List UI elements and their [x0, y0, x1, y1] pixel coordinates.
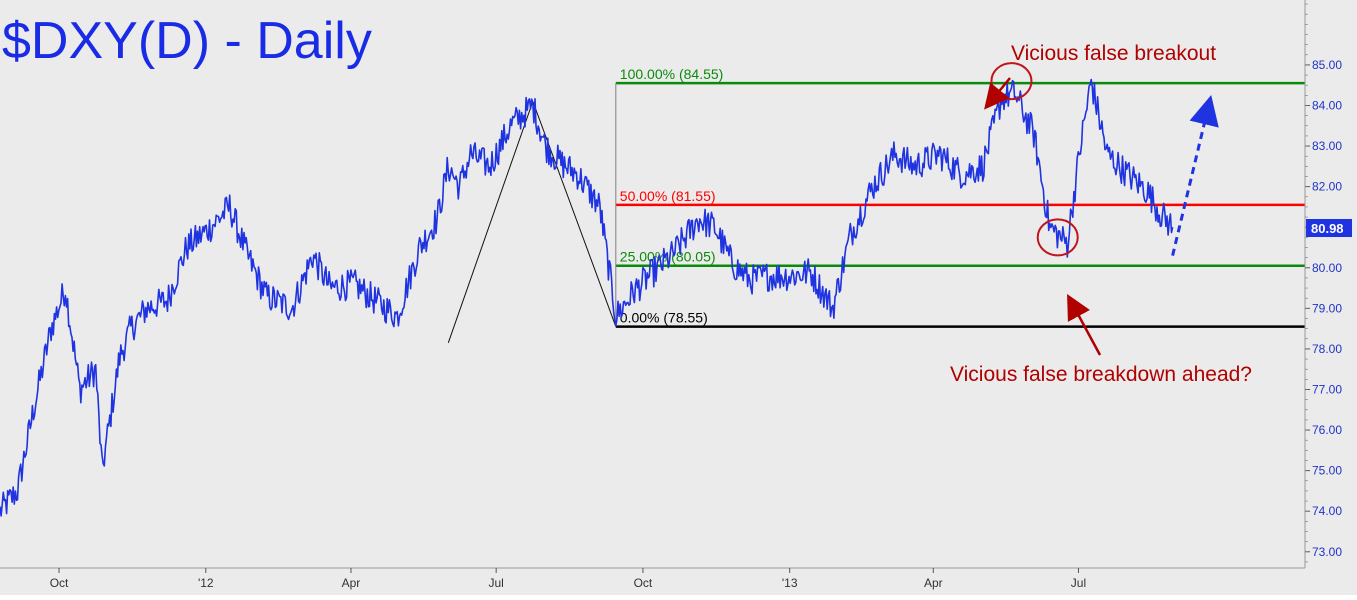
y-tick-label: 79.00: [1312, 301, 1342, 315]
trend-line: [447, 101, 534, 343]
y-tick-label: 80.00: [1312, 261, 1342, 275]
chart-title: $DXY(D) - Daily: [2, 12, 372, 70]
trend-line: [532, 101, 617, 327]
x-tick-label: Apr: [924, 576, 943, 590]
x-tick-label: '12: [198, 576, 214, 590]
y-tick-label: 73.00: [1312, 545, 1342, 559]
y-tick-label: 75.00: [1312, 464, 1342, 478]
y-tick-label: 77.00: [1312, 382, 1342, 396]
fib-level-label: 0.00% (78.55): [620, 310, 708, 326]
price-series-line: [0, 78, 1174, 517]
breakdown-arrow: [1067, 294, 1102, 356]
fib-level-label: 100.00% (84.55): [620, 66, 724, 82]
y-tick-label: 84.00: [1312, 98, 1342, 112]
y-tick-label: 82.00: [1312, 180, 1342, 194]
highlight-circle: [990, 62, 1033, 101]
last-price-label: 80.98: [1311, 221, 1344, 236]
x-tick-label: Jul: [1071, 576, 1086, 590]
y-tick-label: 85.00: [1312, 58, 1342, 72]
annotation-false-breakout: Vicious false breakout: [1011, 42, 1216, 65]
last-price-box: [1306, 219, 1352, 238]
y-tick-label: 83.00: [1312, 139, 1342, 153]
breakout-arrow: [984, 77, 1011, 110]
x-tick-label: Jul: [488, 576, 503, 590]
x-tick-label: Oct: [50, 576, 69, 590]
y-tick-label: 76.00: [1312, 423, 1342, 437]
x-tick-label: '13: [782, 576, 798, 590]
annotation-false-breakdown: Vicious false breakdown ahead?: [950, 363, 1252, 386]
y-tick-label: 74.00: [1312, 504, 1342, 518]
fib-level-label: 50.00% (81.55): [620, 188, 716, 204]
x-tick-label: Oct: [634, 576, 653, 590]
projection-arrow: [1171, 94, 1219, 256]
y-tick-label: 78.00: [1312, 342, 1342, 356]
highlight-circle: [1036, 218, 1079, 257]
x-tick-label: Apr: [342, 576, 361, 590]
